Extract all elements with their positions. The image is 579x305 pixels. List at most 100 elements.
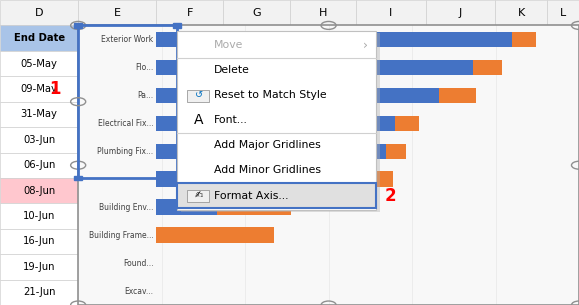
Bar (78, 25, 156, 51)
Text: A: A (194, 113, 203, 127)
Bar (512, 32, 536, 47)
Bar (78, 25, 579, 305)
Text: Add Minor Gridlines: Add Minor Gridlines (214, 166, 321, 175)
Bar (547, 51, 579, 76)
Bar (356, 280, 426, 305)
Bar (156, 60, 473, 75)
Bar (426, 76, 495, 102)
Text: 08-Jun: 08-Jun (23, 186, 55, 196)
Text: 31-May: 31-May (21, 109, 57, 119)
Bar (156, 199, 217, 215)
Bar (0, 76, 78, 102)
Bar (156, 76, 223, 102)
Text: Font...: Font... (214, 116, 248, 125)
Bar (356, 76, 426, 102)
Bar (156, 0, 223, 25)
Bar (0, 254, 78, 280)
Text: 19-Jun: 19-Jun (23, 262, 56, 272)
Text: 1: 1 (49, 80, 61, 98)
Bar (356, 229, 426, 254)
Bar (177, 30, 376, 210)
Bar (547, 25, 579, 51)
Bar (547, 229, 579, 254)
Bar (223, 102, 290, 127)
Bar (547, 127, 579, 152)
Bar (426, 229, 495, 254)
Bar (290, 254, 356, 280)
Bar (156, 229, 223, 254)
Bar (547, 203, 579, 229)
Bar (0, 203, 78, 229)
Text: 05-May: 05-May (21, 59, 57, 69)
Bar (187, 190, 209, 202)
Bar (78, 254, 156, 280)
Bar (223, 25, 290, 51)
Text: J: J (459, 8, 462, 18)
Bar (426, 178, 495, 203)
Text: 10-Jun: 10-Jun (23, 211, 55, 221)
Text: I: I (389, 8, 393, 18)
Bar (156, 144, 386, 159)
Bar (156, 152, 223, 178)
Bar (547, 178, 579, 203)
Bar (495, 229, 547, 254)
Bar (369, 171, 393, 187)
Bar (156, 171, 369, 187)
Bar (0, 178, 78, 203)
Bar (217, 199, 291, 215)
Bar (395, 116, 419, 131)
Bar (426, 25, 495, 51)
Bar (547, 152, 579, 178)
Bar (156, 203, 223, 229)
Text: Building Frame...: Building Frame... (89, 231, 153, 240)
Bar (356, 25, 426, 51)
Bar (78, 51, 156, 76)
Bar (426, 51, 495, 76)
Text: 2: 2 (385, 186, 397, 205)
Bar (78, 25, 177, 178)
Bar (356, 0, 426, 25)
Bar (223, 76, 290, 102)
Text: 16-Jun: 16-Jun (23, 236, 56, 246)
Text: 03-Jun: 03-Jun (23, 135, 55, 145)
Bar (426, 152, 495, 178)
Bar (223, 0, 290, 25)
Bar (356, 152, 426, 178)
Bar (181, 33, 380, 212)
Bar (426, 127, 495, 152)
Bar (290, 203, 356, 229)
Bar (290, 229, 356, 254)
Bar (356, 51, 426, 76)
Bar (495, 51, 547, 76)
Bar (156, 88, 439, 103)
Text: Plumbing Fix...: Plumbing Fix... (97, 147, 153, 156)
Text: Found...: Found... (123, 259, 153, 267)
Bar (426, 203, 495, 229)
Bar (78, 76, 156, 102)
Bar (439, 88, 475, 103)
Bar (173, 23, 181, 27)
Text: ↺: ↺ (195, 91, 203, 100)
Bar (356, 102, 426, 127)
Bar (547, 76, 579, 102)
Text: Flo...: Flo... (135, 63, 153, 72)
Bar (495, 102, 547, 127)
Text: L: L (560, 8, 566, 18)
Bar (74, 176, 82, 180)
Bar (426, 0, 495, 25)
Bar (156, 254, 223, 280)
Bar (78, 229, 156, 254)
Text: 21-Jun: 21-Jun (23, 287, 56, 297)
Text: Building Env...: Building Env... (99, 203, 153, 212)
Bar (78, 280, 156, 305)
Bar (290, 152, 356, 178)
Bar (356, 178, 426, 203)
Bar (156, 25, 223, 51)
Text: Pa...: Pa... (137, 91, 153, 100)
Bar (290, 51, 356, 76)
Bar (223, 51, 290, 76)
Bar (74, 23, 82, 27)
Bar (290, 102, 356, 127)
Bar (290, 25, 356, 51)
Bar (177, 183, 376, 208)
